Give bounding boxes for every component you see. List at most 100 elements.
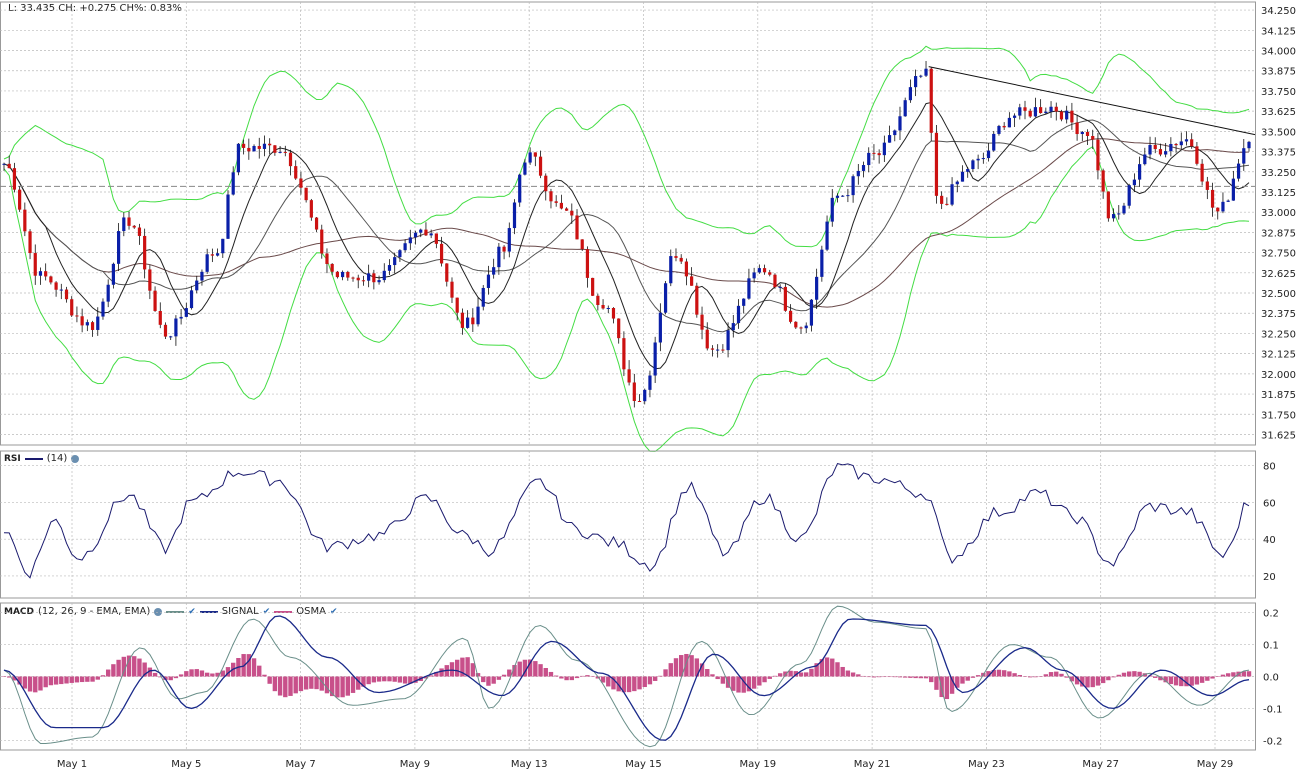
candle — [960, 171, 965, 182]
candle — [252, 146, 256, 152]
osma-bar — [1064, 676, 1069, 678]
signal-line — [3, 615, 1250, 741]
candle — [1007, 117, 1011, 128]
candle — [1033, 107, 1038, 117]
candle — [1101, 170, 1105, 192]
candle — [64, 289, 69, 300]
macd-check-icon[interactable]: ✔ — [188, 606, 196, 617]
candle — [288, 152, 293, 167]
osma-bar — [553, 675, 559, 677]
candle — [528, 152, 532, 163]
price-tick-label: 33.750 — [1261, 87, 1296, 98]
candle — [481, 287, 485, 307]
osma-bar — [804, 672, 809, 677]
macd-params: (12, 26, 9 - EMA, EMA) — [38, 606, 151, 617]
osma-bar — [824, 657, 830, 677]
osma-bar — [272, 676, 278, 692]
candle — [304, 187, 308, 201]
candle — [127, 217, 131, 226]
osma-bar — [970, 676, 976, 678]
osma-bar — [975, 675, 981, 677]
candle — [101, 301, 105, 317]
osma-bar — [1153, 676, 1158, 678]
osma-bar — [527, 659, 533, 677]
osma-bar — [731, 676, 736, 691]
candle — [601, 304, 605, 309]
candle — [1148, 145, 1152, 155]
osma-bar — [1179, 676, 1184, 687]
candle — [195, 280, 199, 291]
candle — [533, 152, 537, 157]
candle — [330, 263, 334, 272]
candle — [872, 152, 876, 154]
osma-bar — [533, 661, 538, 677]
osma-check-icon[interactable]: ✔ — [329, 606, 338, 617]
osma-bar — [652, 676, 658, 681]
osma-bar — [569, 676, 575, 681]
osma-bar — [408, 676, 413, 684]
candle — [830, 197, 834, 222]
candle — [1158, 149, 1163, 155]
osma-bar — [366, 676, 371, 685]
candle — [716, 349, 720, 351]
candle — [632, 382, 636, 401]
osma-bar — [225, 667, 231, 677]
osma-bar — [960, 676, 965, 684]
osma-bar — [606, 676, 611, 687]
osma-bar — [277, 676, 283, 696]
price-tick-label: 32.375 — [1261, 309, 1296, 320]
osma-bar — [788, 670, 793, 677]
signal-check-icon[interactable]: ✔ — [262, 606, 271, 617]
candle — [1054, 106, 1058, 112]
candle — [783, 286, 787, 311]
osma-bar — [548, 671, 554, 677]
candle — [575, 215, 579, 240]
candle — [429, 233, 433, 236]
candle — [476, 306, 480, 325]
candle — [403, 243, 407, 251]
signal-swatch — [199, 610, 218, 613]
candle — [226, 194, 230, 239]
price-tick-label: 33.000 — [1261, 208, 1296, 219]
osma-bar — [585, 675, 590, 677]
osma-bar — [746, 676, 752, 692]
macd-legend[interactable]: MACD (12, 26, 9 - EMA, EMA) ✔ SIGNAL ✔ O… — [4, 606, 338, 617]
osma-bar — [361, 676, 366, 687]
candle — [23, 209, 27, 232]
candle — [898, 116, 902, 131]
osma-bar — [798, 672, 804, 677]
rsi-settings-icon[interactable] — [71, 454, 80, 463]
candle — [1106, 191, 1110, 219]
candle — [518, 174, 522, 203]
rsi-legend[interactable]: RSI (14) — [4, 453, 80, 464]
osma-bar — [595, 676, 601, 679]
candle — [12, 168, 17, 190]
candle — [18, 189, 22, 210]
candle — [721, 349, 725, 351]
candle — [1002, 125, 1006, 128]
osma-bar — [105, 669, 111, 677]
candle — [846, 195, 850, 197]
macd-settings-icon[interactable] — [154, 607, 163, 616]
osma-bar — [434, 671, 439, 677]
candle — [992, 133, 996, 151]
candle — [1091, 135, 1095, 140]
candle — [955, 181, 959, 185]
osma-bar — [309, 676, 314, 689]
candle — [512, 202, 517, 229]
macd-tick-label: 0.1 — [1263, 641, 1279, 652]
osma-bar — [626, 676, 632, 693]
osma-bar — [600, 676, 606, 683]
candle — [1132, 179, 1136, 186]
osma-bar — [668, 663, 673, 677]
candle — [794, 321, 798, 328]
candle — [544, 175, 548, 192]
candle — [1075, 122, 1079, 135]
price-tick-label: 32.875 — [1261, 228, 1296, 239]
osma-bar — [996, 669, 1002, 677]
osma-bar — [460, 657, 465, 677]
candle — [335, 271, 339, 278]
candle — [502, 246, 506, 252]
